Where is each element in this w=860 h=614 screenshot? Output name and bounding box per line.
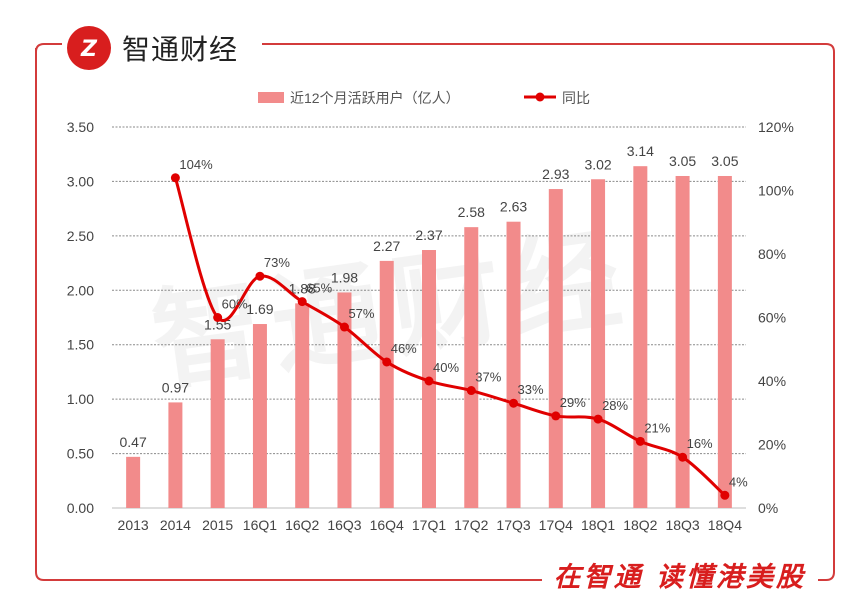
legend-line-label: 同比	[562, 90, 590, 106]
x-tick-label: 18Q4	[708, 517, 742, 533]
yoy-value-label: 65%	[306, 281, 332, 296]
bar	[675, 175, 690, 508]
y-left-tick-label: 2.50	[67, 228, 94, 244]
yoy-value-label: 16%	[687, 436, 713, 451]
y-right-tick-label: 120%	[758, 119, 794, 135]
x-tick-label: 17Q4	[539, 517, 573, 533]
yoy-point	[466, 386, 476, 396]
y-right-tick-label: 40%	[758, 373, 786, 389]
bar-value-label: 0.97	[162, 379, 189, 395]
bar	[379, 260, 394, 508]
y-right-tick-label: 80%	[758, 246, 786, 262]
x-tick-label: 17Q2	[454, 517, 488, 533]
bar-value-label: 0.47	[120, 434, 147, 450]
x-tick-label: 17Q3	[496, 517, 530, 533]
yoy-point	[297, 297, 307, 307]
yoy-value-label: 37%	[475, 370, 501, 385]
yoy-value-label: 28%	[602, 398, 628, 413]
yoy-value-label: 40%	[433, 360, 459, 375]
yoy-point	[255, 271, 265, 281]
yoy-value-label: 46%	[391, 341, 417, 356]
y-left-tick-label: 2.00	[67, 282, 94, 298]
bar	[126, 456, 141, 508]
brand-logo-icon: Z	[67, 26, 111, 70]
brand-name: 智通财经	[122, 33, 239, 66]
x-tick-label: 2013	[118, 517, 149, 533]
yoy-point	[424, 376, 434, 386]
x-tick-label: 2014	[160, 517, 191, 533]
bar	[591, 179, 606, 508]
bar	[506, 221, 521, 508]
yoy-value-label: 57%	[348, 306, 374, 321]
yoy-value-label: 60%	[222, 297, 248, 312]
yoy-value-label: 29%	[560, 395, 586, 410]
bar	[252, 324, 267, 508]
bar-value-label: 2.37	[415, 227, 442, 243]
yoy-point	[551, 411, 561, 421]
x-tick-label: 16Q4	[370, 517, 404, 533]
bar-value-label: 2.27	[373, 238, 400, 254]
yoy-point	[382, 357, 392, 367]
bar	[337, 292, 352, 508]
yoy-point	[509, 398, 519, 408]
bar	[548, 189, 563, 508]
bar-value-label: 1.69	[246, 301, 273, 317]
yoy-value-label: 21%	[644, 420, 670, 435]
legend-bar-swatch	[258, 92, 284, 103]
bar	[633, 166, 648, 508]
bar-value-label: 2.63	[500, 199, 527, 215]
bar-value-label: 1.98	[331, 269, 358, 285]
yoy-value-label: 4%	[729, 474, 748, 489]
x-tick-label: 18Q3	[665, 517, 699, 533]
y-left-tick-label: 3.00	[67, 173, 94, 189]
x-tick-label: 2015	[202, 517, 233, 533]
bar-value-label: 3.05	[711, 153, 738, 169]
legend-bar-label: 近12个月活跃用户（亿人）	[290, 90, 460, 106]
yoy-point	[339, 322, 349, 332]
yoy-value-label: 73%	[264, 255, 290, 270]
yoy-value-label: 33%	[518, 382, 544, 397]
yoy-point	[170, 173, 180, 183]
yoy-point	[213, 313, 223, 322]
footer-slogan: 在智通 读懂港美股	[541, 555, 818, 594]
x-tick-label: 16Q3	[327, 517, 361, 533]
brand-header: Z 智通财经	[62, 24, 249, 72]
y-left-tick-label: 0.00	[67, 500, 94, 516]
x-tick-label: 16Q1	[243, 517, 277, 533]
yoy-point	[593, 414, 603, 424]
bar-value-label: 3.14	[627, 143, 654, 159]
bar	[717, 175, 732, 508]
bar	[295, 303, 310, 508]
y-left-tick-label: 1.50	[67, 337, 94, 353]
y-right-tick-label: 20%	[758, 437, 786, 453]
bar-value-label: 2.93	[542, 166, 569, 182]
x-tick-label: 18Q1	[581, 517, 615, 533]
yoy-point	[720, 490, 730, 500]
bar-value-label: 3.02	[584, 156, 611, 172]
x-tick-label: 16Q2	[285, 517, 319, 533]
y-left-tick-label: 1.00	[67, 391, 94, 407]
y-right-tick-label: 0%	[758, 500, 778, 516]
bar-value-label: 3.05	[669, 153, 696, 169]
y-right-tick-label: 100%	[758, 183, 794, 199]
x-tick-label: 17Q1	[412, 517, 446, 533]
y-left-tick-label: 0.50	[67, 446, 94, 462]
svg-text:Z: Z	[80, 37, 98, 62]
bar-value-label: 1.88	[289, 280, 316, 296]
x-tick-label: 18Q2	[623, 517, 657, 533]
y-right-tick-label: 60%	[758, 310, 786, 326]
bar	[210, 339, 225, 508]
y-left-tick-label: 3.50	[67, 119, 94, 135]
bar	[168, 402, 183, 508]
bar	[464, 227, 479, 509]
yoy-point	[635, 436, 645, 446]
bar-value-label: 2.58	[458, 204, 485, 220]
yoy-point	[678, 452, 688, 462]
yoy-value-label: 104%	[179, 157, 213, 172]
legend-line-marker	[535, 92, 545, 102]
